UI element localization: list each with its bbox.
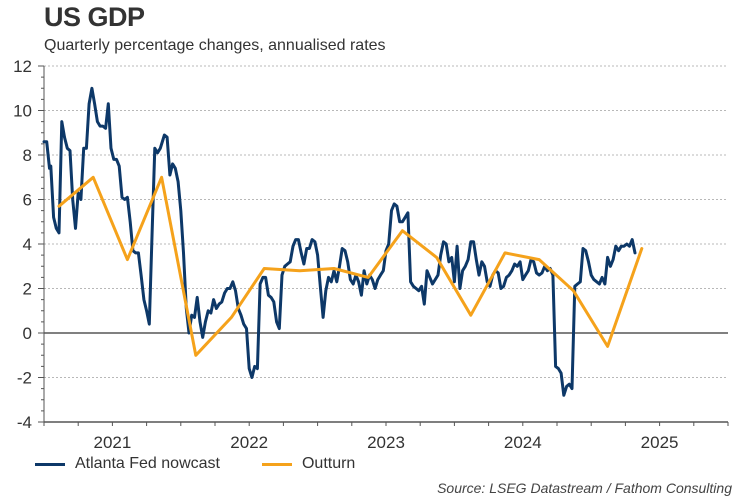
y-axis: -4 -2 0 2 4 6 8 10 12 xyxy=(13,57,45,432)
y-tick-label: 4 xyxy=(23,235,32,254)
y-tick-label: 12 xyxy=(13,57,32,76)
legend-swatch-outturn xyxy=(261,462,292,466)
chart-subtitle: Quarterly percentage changes, annualised… xyxy=(44,37,386,54)
gridlines xyxy=(44,65,728,378)
y-tick-label: 8 xyxy=(23,146,32,165)
y-tick-label: 0 xyxy=(23,324,32,343)
legend: Atlanta Fed nowcast Outturn xyxy=(35,455,397,473)
series-line-outturn xyxy=(57,175,644,357)
series-lines xyxy=(42,86,644,397)
x-tick-label: 2023 xyxy=(367,433,405,452)
chart-title: US GDP xyxy=(44,2,145,32)
series-line-nowcast xyxy=(42,86,637,397)
x-axis: 2021 2022 2023 2024 2025 xyxy=(43,421,729,452)
legend-swatch-nowcast xyxy=(35,462,65,466)
legend-item-outturn: Outturn xyxy=(261,455,356,473)
x-tick-label: 2025 xyxy=(641,433,679,452)
source-note: Source: LSEG Datastream / Fathom Consult… xyxy=(437,480,732,496)
legend-label-outturn: Outturn xyxy=(301,455,356,472)
x-tick-label: 2024 xyxy=(504,433,542,452)
y-tick-label: 10 xyxy=(13,102,32,121)
y-tick-label: 6 xyxy=(23,191,32,210)
x-tick-label: 2022 xyxy=(230,433,268,452)
y-tick-label: 2 xyxy=(23,280,32,299)
legend-label-nowcast: Atlanta Fed nowcast xyxy=(75,455,220,472)
y-tick-label: -2 xyxy=(17,369,32,388)
legend-item-nowcast: Atlanta Fed nowcast xyxy=(35,455,220,473)
x-tick-label: 2021 xyxy=(93,433,131,452)
y-tick-label: -4 xyxy=(17,413,32,432)
